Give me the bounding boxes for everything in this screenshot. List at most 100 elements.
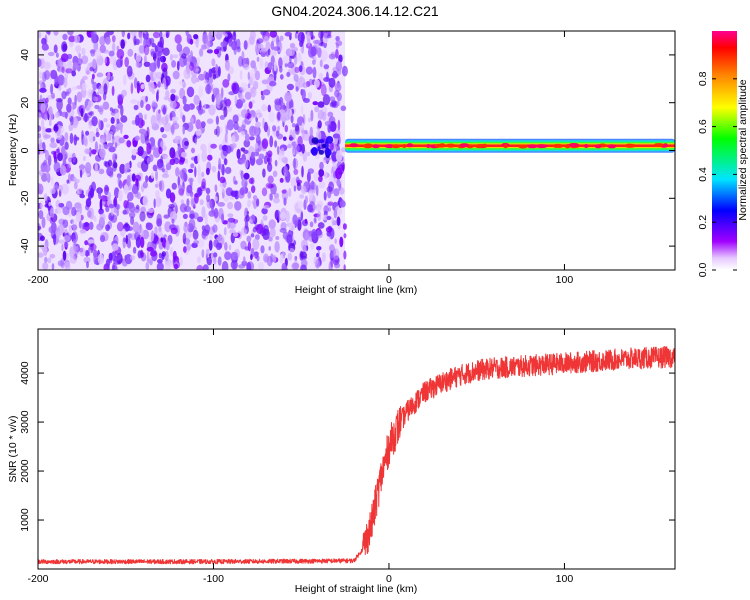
noise-blob [205, 167, 210, 176]
noise-blob [316, 246, 322, 251]
noise-blob [294, 256, 298, 265]
figure-title: GN04.2024.306.14.12.C21 [271, 3, 439, 19]
noise-blob [206, 199, 213, 209]
noise-blob [123, 134, 129, 139]
noise-blob [273, 60, 277, 72]
noise-blob [247, 71, 250, 81]
noise-blob [282, 55, 289, 66]
snr-xlabel: Height of straight line (km) [295, 583, 418, 595]
noise-blob [199, 199, 204, 206]
noise-blob [134, 135, 140, 141]
noise-blob [46, 215, 52, 221]
noise-blob [146, 142, 152, 155]
noise-blob [84, 162, 92, 174]
noise-blob [198, 85, 204, 98]
noise-blob [99, 148, 106, 158]
noise-blob [240, 109, 248, 119]
noise-blob [130, 82, 134, 95]
noise-blob [336, 216, 341, 226]
noise-blob [111, 108, 119, 114]
noise-blob [198, 73, 206, 81]
noise-blob [325, 226, 333, 233]
noise-blob [65, 67, 73, 74]
noise-blob [197, 187, 203, 196]
noise-blob [279, 211, 287, 221]
noise-blob [142, 181, 148, 189]
noise-blob [335, 48, 339, 59]
noise-blob [330, 257, 334, 268]
noise-blob [297, 52, 302, 63]
noise-blob [246, 262, 252, 270]
noise-blob [292, 128, 296, 141]
noise-blob [195, 119, 202, 130]
noise-blob [63, 77, 68, 88]
noise-blob [116, 118, 120, 124]
noise-blob [210, 143, 217, 149]
noise-blob [262, 117, 265, 129]
noise-blob [289, 42, 296, 49]
noise-blob [331, 217, 335, 226]
noise-blob [247, 199, 251, 208]
signal-peak [518, 144, 528, 149]
noise-blob [326, 116, 333, 122]
noise-blob [107, 142, 114, 147]
noise-blob [94, 48, 101, 60]
noise-blob [313, 217, 317, 223]
noise-blob [154, 183, 159, 188]
noise-blob [309, 31, 313, 38]
noise-blob [202, 33, 209, 45]
noise-blob [151, 43, 156, 48]
noise-blob [224, 123, 228, 130]
noise-blob [217, 256, 222, 266]
noise-blob [117, 93, 124, 101]
noise-blob [308, 117, 311, 123]
noise-blob [251, 185, 256, 194]
snr-xtick-label: -200 [27, 573, 48, 585]
noise-blob [123, 74, 127, 86]
noise-blob [231, 251, 239, 261]
noise-blob [248, 177, 254, 184]
noise-blob [263, 36, 270, 44]
noise-blob [244, 87, 251, 94]
snr-panel: -200 -100 0 100 1000 2000 3000 4000 Height of s… [7, 328, 676, 595]
noise-blob [248, 101, 253, 109]
noise-blob [44, 256, 48, 263]
noise-blob [78, 219, 82, 229]
noise-blob [114, 108, 120, 121]
noise-blob [307, 91, 313, 100]
noise-blob [254, 142, 259, 150]
noise-blob [300, 264, 307, 270]
noise-blob [179, 104, 183, 114]
colorbar-tick-label: 0.8 [697, 71, 709, 86]
noise-blob [300, 46, 304, 53]
noise-blob [217, 170, 221, 182]
noise-blob [293, 157, 296, 170]
noise-blob [145, 175, 149, 183]
noise-blob [291, 262, 299, 270]
noise-blob [302, 82, 308, 89]
noise-blob [312, 66, 317, 79]
noise-blob [279, 109, 286, 122]
snr-ytick-label: 3000 [19, 410, 31, 434]
noise-blob [177, 143, 182, 155]
noise-blob [316, 253, 319, 258]
signal-peak [401, 144, 407, 148]
noise-blob [213, 252, 218, 258]
noise-blob [108, 146, 116, 153]
noise-blob [155, 169, 158, 181]
noise-blob [110, 117, 115, 124]
noise-blob [135, 52, 142, 63]
noise-blob [308, 78, 313, 86]
noise-blob [123, 184, 129, 195]
noise-blob [145, 261, 150, 270]
noise-blob [135, 114, 140, 126]
noise-blob [322, 31, 331, 39]
noise-blob [278, 57, 283, 69]
noise-blob [192, 37, 200, 45]
noise-blob [201, 206, 206, 219]
noise-blob [228, 167, 232, 173]
noise-blob [54, 74, 59, 87]
transition-blob [318, 149, 324, 155]
noise-blob [224, 241, 228, 251]
noise-blob [301, 143, 305, 154]
